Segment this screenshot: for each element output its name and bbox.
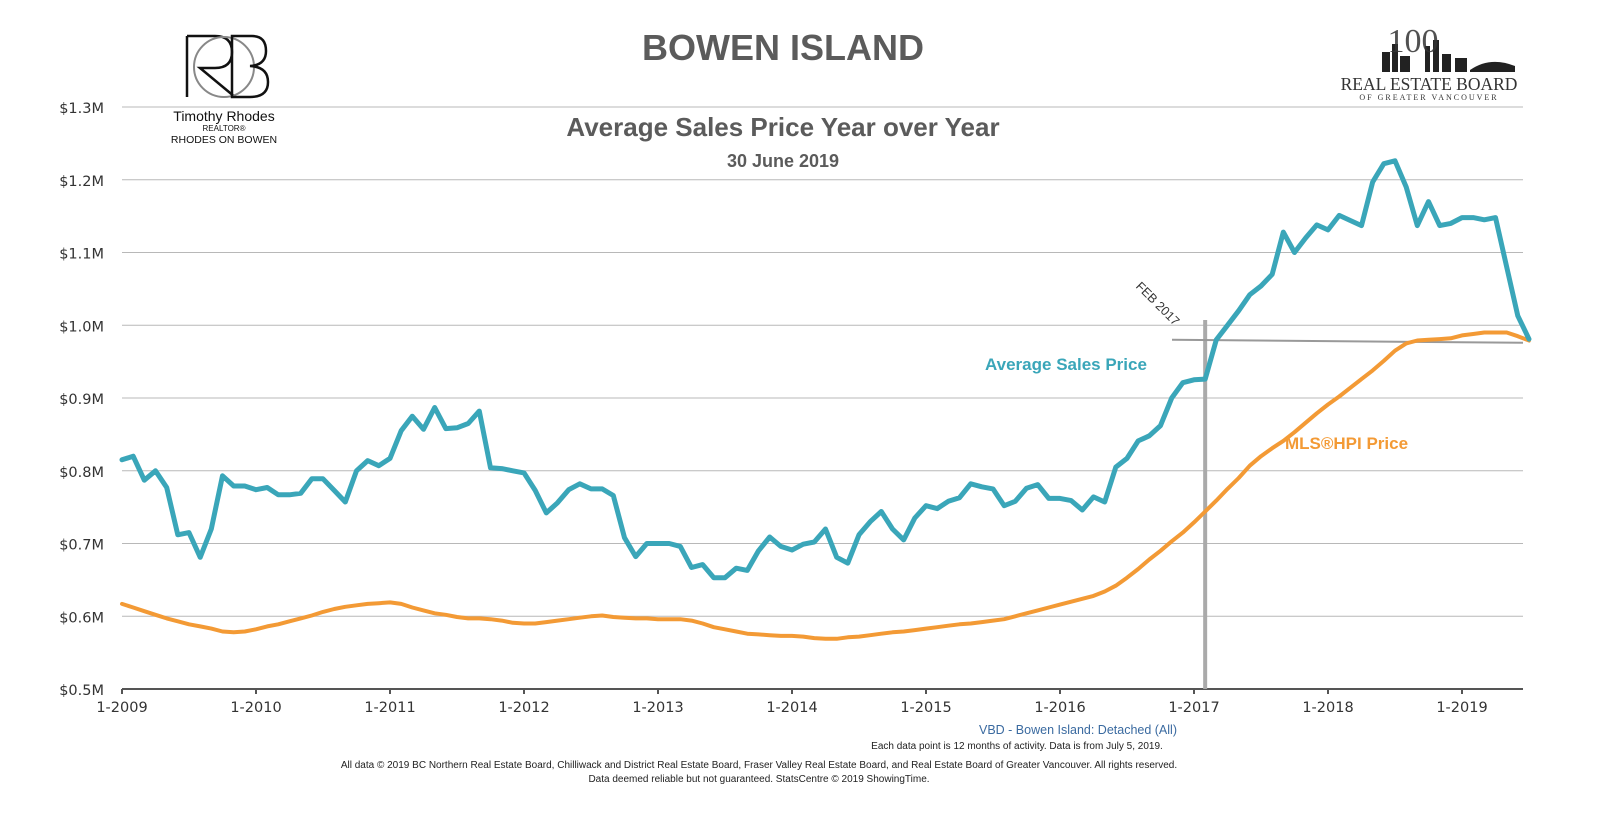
y-tick-label: $1.1M xyxy=(59,247,104,263)
series-average-sales-line xyxy=(119,158,1532,581)
y-tick-label: $1.2M xyxy=(59,174,104,190)
board-subname: OF GREATER VANCOUVER xyxy=(1359,93,1498,102)
x-tick-label: 1-2013 xyxy=(632,700,683,716)
board-100: 100 xyxy=(1388,23,1439,60)
label-hpi: MLS®HPI Price xyxy=(1285,434,1408,453)
chart-subtitle: 30 June 2019 xyxy=(727,151,839,171)
x-tick-label: 1-2009 xyxy=(96,700,147,716)
skyline-icon xyxy=(1382,40,1515,72)
y-tick-label: $0.8M xyxy=(59,465,104,481)
agent-designation: REALTOR® xyxy=(203,124,246,133)
x-tick-label: 1-2018 xyxy=(1302,700,1353,716)
marker-horizontal-line xyxy=(1171,338,1524,344)
y-tick-label: $0.5M xyxy=(59,683,104,699)
x-tick-label: 1-2014 xyxy=(766,700,817,716)
y-tick-label: $0.7M xyxy=(59,538,104,554)
y-axis-ticks: $0.5M $0.6M $0.7M $0.8M $0.9M $1.0M $1.1M $1.2M… xyxy=(59,101,104,699)
disclaimer-text: Data deemed reliable but not guaranteed.… xyxy=(588,774,929,785)
x-axis-ticks: 1-2009 1-2010 1-2011 1-2012 1-2013 1-2014 1-20… xyxy=(96,689,1488,716)
marker-label: FEB 2017 xyxy=(1133,279,1182,328)
x-tick-label: 1-2019 xyxy=(1436,700,1487,716)
x-tick-label: 1-2016 xyxy=(1034,700,1085,716)
agent-brand: RHODES ON BOWEN xyxy=(171,134,277,146)
x-tick-label: 1-2017 xyxy=(1168,700,1219,716)
gridlines xyxy=(122,106,1523,617)
y-tick-label: $0.9M xyxy=(59,392,104,408)
copyright-text: All data © 2019 BC Northern Real Estate … xyxy=(341,760,1177,771)
y-tick-label: $1.0M xyxy=(59,319,104,335)
x-tick-label: 1-2011 xyxy=(364,700,415,716)
board-name: REAL ESTATE BOARD xyxy=(1341,74,1518,94)
y-tick-label: $1.3M xyxy=(59,101,104,117)
data-note: Each data point is 12 months of activity… xyxy=(871,741,1163,752)
x-tick-label: 1-2012 xyxy=(498,700,549,716)
page-title: BOWEN ISLAND xyxy=(642,27,924,68)
x-tick-label: 1-2010 xyxy=(230,700,281,716)
y-tick-label: $0.6M xyxy=(59,610,104,626)
agent-name: Timothy Rhodes xyxy=(173,108,274,124)
series-hpi-line xyxy=(120,330,1531,641)
board-logo: 100 REAL ESTATE BOARD OF GREATER VANCOUV… xyxy=(1341,23,1518,102)
label-average-sales: Average Sales Price xyxy=(985,355,1147,374)
x-tick-label: 1-2015 xyxy=(900,700,951,716)
rb-monogram-icon xyxy=(185,34,270,99)
chart-title: Average Sales Price Year over Year xyxy=(566,112,999,142)
source-label: VBD - Bowen Island: Detached (All) xyxy=(979,723,1177,737)
agent-logo: Timothy Rhodes REALTOR® RHODES ON BOWEN xyxy=(171,34,277,146)
series-group xyxy=(119,158,1532,641)
feb-2017-marker: FEB 2017 xyxy=(1133,279,1524,689)
